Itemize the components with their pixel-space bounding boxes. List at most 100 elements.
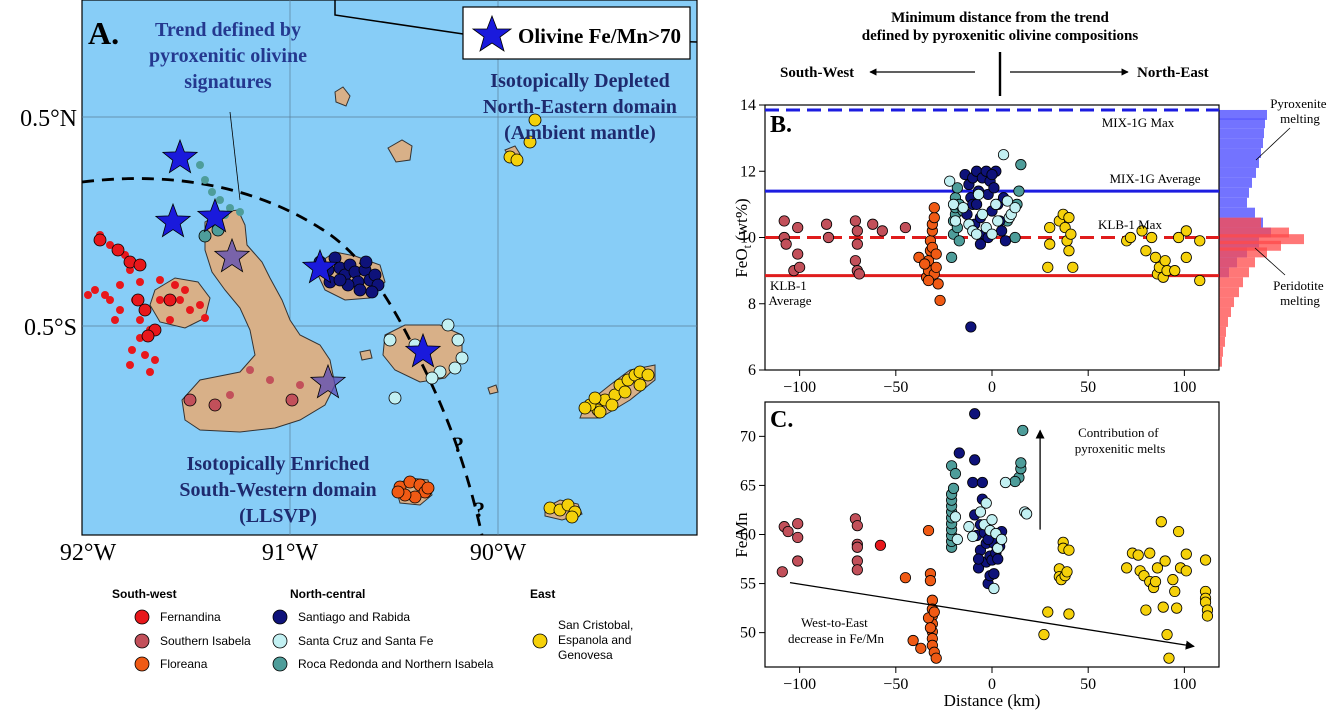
isabela-island: [181, 209, 336, 433]
map-sample-dot: [163, 293, 177, 307]
panel-c-xlabel: Distance (km): [944, 691, 1041, 710]
star-legend-label: Olivine Fe/Mn>70: [518, 24, 681, 48]
map-stars: [154, 138, 442, 399]
map-sample-dot: [605, 398, 619, 412]
panel-b-point: [946, 251, 958, 263]
map-sample-dot: [156, 276, 164, 284]
panel-b-point: [949, 215, 962, 227]
trend-label-line-2: pyroxenitic olivine: [149, 45, 307, 67]
map-sample-dot: [425, 371, 439, 385]
panel-b-point: [1009, 231, 1021, 244]
map-sample-dot: [353, 283, 367, 297]
histogram-bar: [1219, 346, 1223, 357]
panel-b-point: [792, 221, 804, 234]
olivine-star-marker: [404, 332, 442, 368]
panel-c-point: [792, 531, 804, 544]
panel-c-point: [1151, 562, 1164, 574]
panel-c-point: [930, 652, 942, 664]
histogram-bar: [1219, 247, 1267, 258]
map-sample-dot: [93, 233, 107, 247]
refline-label-klb1-avg: KLB-1 Average: [768, 278, 811, 308]
panel-b-point: [944, 175, 956, 187]
panel-b-point: [794, 261, 806, 273]
panel-b-point: [851, 225, 863, 237]
map-lat-labels: 0.5°N 0.5°S: [20, 106, 77, 341]
map-panel-label: A.: [88, 15, 119, 51]
sw-domain-line-3: (LLSVP): [239, 505, 317, 527]
panel-b-point: [972, 188, 985, 201]
annotation-arrow-1: [789, 581, 1195, 650]
panel-c-ylabel: Fe/Mn: [732, 512, 751, 558]
panel-b-point: [997, 149, 1010, 161]
panel-c-point: [782, 525, 794, 538]
legend-marker-santa-cruz: [272, 633, 288, 649]
panel-b-point: [1124, 231, 1137, 244]
refline-label-klb1-max: KLB-1 Max: [1098, 217, 1162, 232]
panel-b-point: [1146, 231, 1158, 244]
histogram-bar: [1219, 227, 1289, 238]
legend-label-roca-redonda: Roca Redonda and Northern Isabela: [298, 657, 494, 671]
sample-legend: South-west North-central East Fernandina…: [112, 587, 633, 672]
panel-b-point: [899, 221, 912, 234]
map-sample-dot: [196, 301, 204, 309]
panel-c-point: [1180, 548, 1192, 560]
map-sample-dot: [106, 241, 114, 249]
panel-c-point: [915, 642, 927, 654]
histogram-bar: [1219, 240, 1281, 251]
map-sample-dot: [633, 378, 647, 392]
panel-b-reference-labels: MIX-1G Max MIX-1G Average KLB-1 Max KLB-…: [768, 115, 1200, 308]
map-sample-dot: [101, 291, 109, 299]
histogram-bar: [1219, 118, 1265, 129]
map-sample-dot: [208, 188, 216, 196]
panel-c-point: [1199, 554, 1212, 566]
panel-b-point: [1044, 238, 1056, 250]
panel-b-point: [999, 235, 1012, 247]
trend-label-leader: [229, 111, 241, 201]
histogram-bar: [1219, 138, 1263, 149]
legend-heading-south-west: South-west: [112, 587, 177, 601]
map-sample-dot: [578, 401, 592, 415]
santa-fe-island: [487, 384, 499, 395]
panel-b-point: [957, 202, 969, 214]
map-sample-dot: [186, 306, 194, 314]
panel-b-point: [1136, 225, 1148, 237]
map-sample-dot: [138, 303, 152, 317]
sw-domain-line-1: Isotopically Enriched: [187, 453, 370, 475]
sw-domain-line-2: South-Western domain: [179, 479, 376, 501]
map-sample-dot: [151, 356, 159, 364]
panel-b-point: [851, 238, 863, 250]
panel-c-ytick-label: 70: [740, 428, 756, 445]
panel-b-point: [947, 198, 960, 210]
histogram-bar: [1219, 187, 1249, 198]
legend-label-southern-isabela: Southern Isabela: [160, 634, 251, 648]
map-sample-dot: [285, 393, 299, 407]
panel-b-xtick-label: 50: [1080, 379, 1096, 396]
panel-b-point: [849, 215, 862, 227]
panel-b-point: [1180, 251, 1192, 263]
map-sample-dot: [226, 391, 234, 399]
map-sample-dot: [84, 291, 92, 299]
legend-label-fernandina: Fernandina: [160, 610, 221, 624]
olivine-star-marker: [309, 363, 347, 399]
trend-label-line-1: Trend defined by: [155, 19, 301, 41]
peridotite-melting-label: Peridotite melting: [1273, 278, 1327, 308]
lat-label-0-5s: 0.5°S: [24, 315, 77, 341]
legend-marker-roca-redonda: [272, 656, 288, 672]
panel-c-points: [776, 408, 1214, 664]
panel-c-point: [1173, 525, 1185, 538]
panel-c-point: [976, 476, 988, 489]
panel-c-point: [967, 530, 979, 543]
map-sample-dot: [365, 285, 379, 299]
panel-b-point: [965, 321, 977, 333]
panel-c-point: [874, 539, 887, 551]
map-sample-dot: [111, 243, 125, 257]
panel-c-point: [851, 520, 863, 532]
lat-label-0-5n: 0.5°N: [20, 106, 77, 132]
panel-c-point: [1009, 475, 1021, 488]
question-mark-2: ?: [474, 497, 485, 522]
histogram-bar: [1219, 148, 1261, 158]
panel-b-point: [932, 278, 944, 290]
panel-b-ylabel: FeOt (wt%): [732, 198, 754, 277]
map-sample-dot: [136, 316, 144, 324]
panel-c-point: [1155, 516, 1167, 528]
